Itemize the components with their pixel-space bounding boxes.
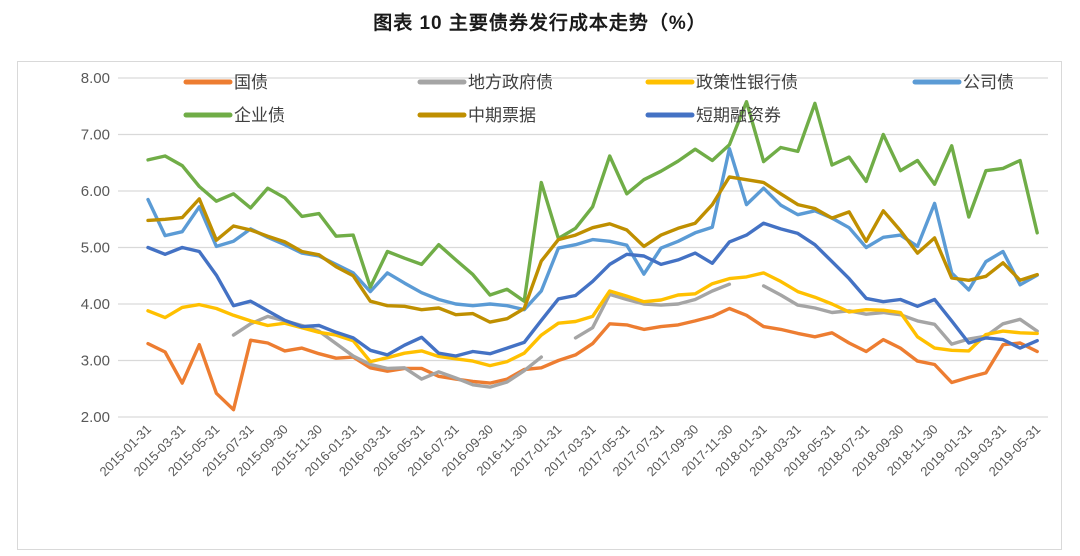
legend-item-short-term-financing-bill: 短期融资券 bbox=[645, 106, 781, 125]
legend-label: 中期票据 bbox=[468, 106, 536, 125]
legend-label: 公司债 bbox=[963, 73, 1014, 92]
legend-item-enterprise-bond: 企业债 bbox=[183, 106, 285, 125]
legend-label: 地方政府债 bbox=[468, 73, 553, 92]
page-title: 图表 10 主要债券发行成本走势（%） bbox=[373, 13, 707, 34]
y-tick-label: 7.00 bbox=[81, 127, 110, 144]
series-line-treasury-bond bbox=[146, 306, 1039, 412]
series-line-short-term-financing-bill bbox=[146, 221, 1039, 358]
legend-item-medium-term-note: 中期票据 bbox=[417, 106, 536, 125]
y-tick-label: 8.00 bbox=[81, 70, 110, 87]
y-tick-label: 3.00 bbox=[81, 353, 110, 370]
chart-panel: 2.00 3.00 4.00 5.00 6.00 7.00 8.00 2015-01-31 20… bbox=[17, 61, 1062, 550]
legend-label: 短期融资券 bbox=[696, 106, 781, 125]
legend-label: 企业债 bbox=[234, 106, 285, 125]
y-tick-label: 2.00 bbox=[81, 409, 110, 426]
legend-label: 政策性银行债 bbox=[696, 73, 798, 92]
legend-item-local-government-bond: 地方政府债 bbox=[417, 73, 553, 92]
series-line-enterprise-bond bbox=[146, 100, 1039, 303]
y-tick-label: 4.00 bbox=[81, 296, 110, 313]
y-tick-label: 5.00 bbox=[81, 240, 110, 257]
legend-item-policy-bank-bond: 政策性银行债 bbox=[645, 73, 798, 92]
legend-item-treasury-bond: 国债 bbox=[183, 73, 268, 92]
legend-label: 国债 bbox=[234, 73, 268, 92]
series-line-medium-term-note bbox=[146, 175, 1039, 324]
series-line-local-government-bond bbox=[573, 282, 732, 340]
chart-svg: 2.003.004.005.006.007.008.002015-01-3120… bbox=[81, 70, 1048, 479]
legend-item-corporate-bond: 公司债 bbox=[912, 73, 1014, 92]
series-line-corporate-bond bbox=[146, 146, 1039, 312]
y-tick-label: 6.00 bbox=[81, 183, 110, 200]
